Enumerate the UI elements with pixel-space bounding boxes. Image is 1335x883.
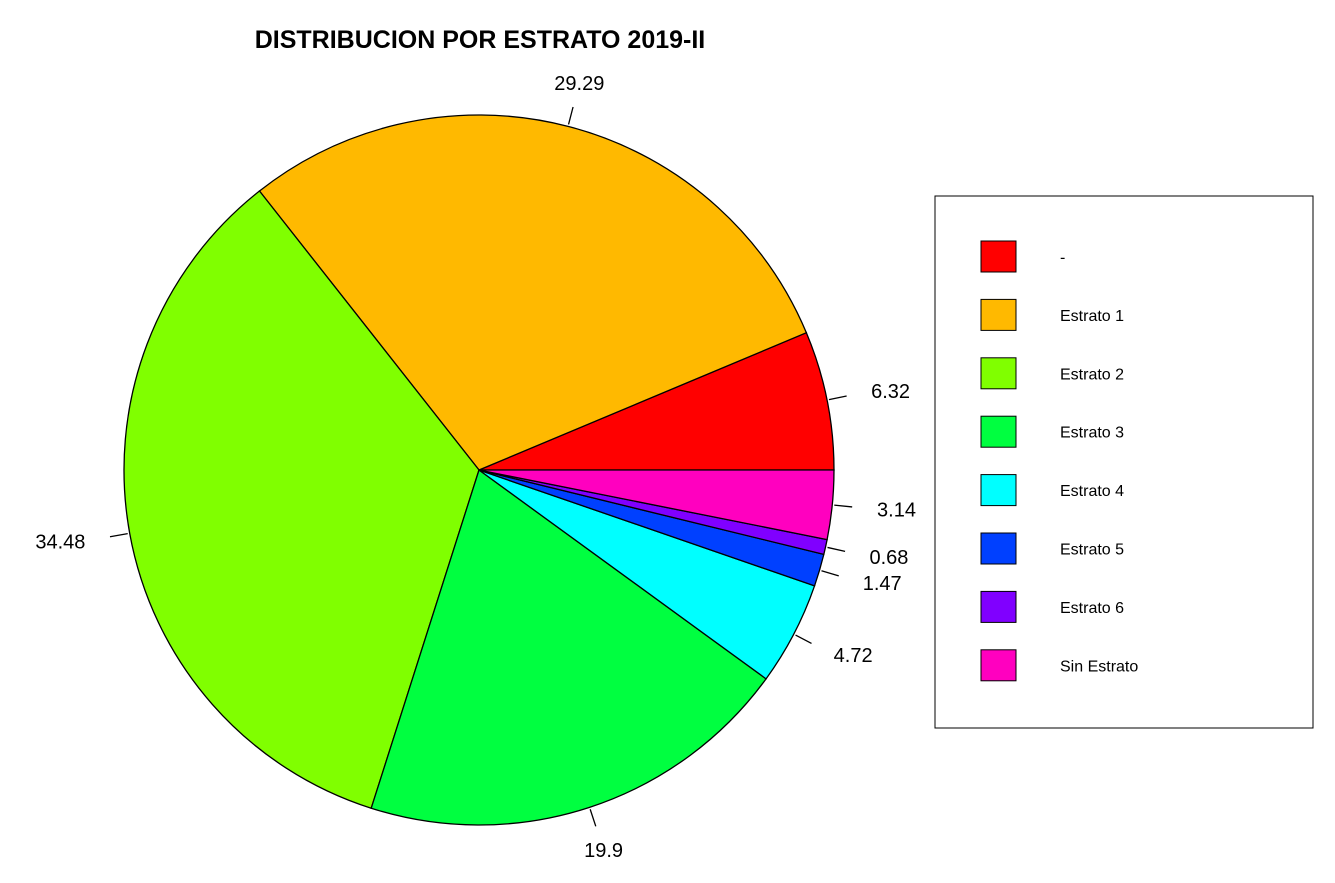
pie-tick-estrato-1 xyxy=(567,106,574,125)
pie-value-label-estrato-4: 4.72 xyxy=(834,645,873,667)
legend-swatch-estrato-5 xyxy=(980,532,1017,565)
pie-tick-estrato-5 xyxy=(821,570,839,577)
pie-slice-sin-estrato xyxy=(478,469,835,541)
legend-swatch-estrato-1 xyxy=(980,298,1017,331)
pie-tick-estrato-2 xyxy=(109,532,128,538)
legend-swatch-estrato-4 xyxy=(980,474,1017,507)
pie-tick-dash xyxy=(828,395,847,401)
pie-value-labels: 6.32 29.29 34.48 19.9 4.72 1.47 0.68 3.14 xyxy=(35,73,916,862)
pie-value-label-estrato-5: 1.47 xyxy=(863,573,902,595)
pie-value-label-estrato-6: 0.68 xyxy=(869,547,908,569)
pie-tick-estrato-3 xyxy=(589,809,597,827)
legend-swatch-sin-estrato xyxy=(980,649,1017,682)
legend-swatch-estrato-3 xyxy=(980,415,1017,448)
legend-label-estrato-1: Estrato 1 xyxy=(1060,308,1124,325)
legend-label-sin-estrato: Sin Estrato xyxy=(1060,658,1138,675)
pie-value-label-estrato-1: 29.29 xyxy=(554,73,604,95)
legend-swatch-dash xyxy=(980,240,1017,273)
pie-label-ticks xyxy=(109,106,853,827)
legend-label-estrato-3: Estrato 3 xyxy=(1060,425,1124,442)
legend-label-estrato-5: Estrato 5 xyxy=(1060,542,1124,559)
pie-value-label-estrato-2: 34.48 xyxy=(35,531,85,553)
legend: - Estrato 1 Estrato 2 Estrato 3 Estrato 4 Est… xyxy=(934,195,1314,729)
pie-value-label-dash: 6.32 xyxy=(871,381,910,403)
pie-slice-dash xyxy=(478,331,835,471)
pie-value-label-sin-estrato: 3.14 xyxy=(877,499,916,521)
chart-title: DISTRIBUCION POR ESTRATO 2019-II xyxy=(255,26,706,54)
legend-items: - Estrato 1 Estrato 2 Estrato 3 Estrato 4 Est… xyxy=(980,240,1138,682)
legend-label-dash: - xyxy=(1060,250,1065,267)
pie-slice-estrato-3 xyxy=(370,468,767,826)
pie-tick-estrato-4 xyxy=(795,634,812,644)
legend-label-estrato-4: Estrato 4 xyxy=(1060,483,1124,500)
legend-label-estrato-6: Estrato 6 xyxy=(1060,600,1124,617)
pie-tick-estrato-6 xyxy=(827,546,846,552)
legend-swatch-estrato-2 xyxy=(980,357,1017,390)
legend-box xyxy=(934,195,1314,729)
pie-tick-sin-estrato xyxy=(834,504,853,508)
legend-label-estrato-2: Estrato 2 xyxy=(1060,366,1124,383)
pie-slice-estrato-2 xyxy=(123,190,480,810)
legend-swatch-estrato-6 xyxy=(980,590,1017,623)
pie-slices xyxy=(123,114,835,826)
pie-value-label-estrato-3: 19.9 xyxy=(584,840,623,862)
pie-slice-estrato-1 xyxy=(258,114,808,471)
